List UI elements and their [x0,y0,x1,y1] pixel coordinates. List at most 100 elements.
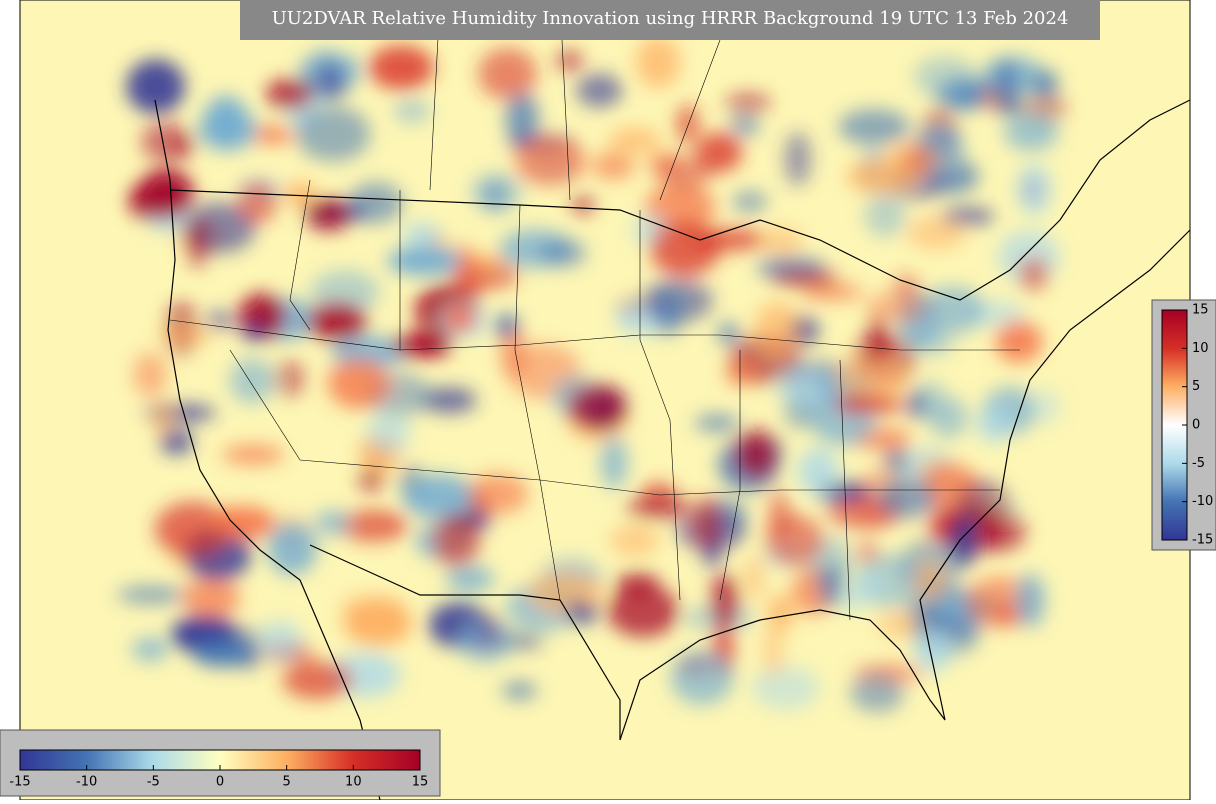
field-blob [154,501,231,558]
field-blob [158,327,212,344]
field-blob [725,92,771,113]
field-blob [920,286,985,335]
field-blob [710,573,739,628]
field-blob [734,429,778,480]
field-blob [229,357,275,404]
field-blob [625,495,693,520]
field-blob [343,602,413,646]
field-blob [452,244,475,281]
tick-label: 0 [216,775,224,790]
field-blob [840,583,866,612]
field-blob [566,601,599,624]
field-blob [159,428,193,455]
field-blob [907,216,966,250]
field-blob [609,525,659,557]
field-blob [126,59,186,114]
field-blob [600,436,628,489]
field-blob [555,50,583,71]
colorbar-ticks: -15 -10 -5 0 5 10 15 [9,765,428,790]
field-blob [368,45,434,90]
field-blob [856,542,879,563]
field-blob [784,131,812,186]
tick-label: 15 [412,775,429,790]
field-blob [1032,388,1060,424]
field-blob [338,509,409,542]
field-blob [203,95,248,149]
field-blob [818,563,843,608]
field-blob [877,477,937,519]
field-blob [768,594,794,632]
tick-label: -5 [1192,456,1205,471]
field-blob [138,169,194,218]
field-blob [307,302,367,342]
field-blob [117,586,186,604]
field-blob [941,207,995,226]
field-blob [274,359,305,398]
field-blob [422,387,477,413]
field-blob [866,316,888,364]
tick-label: -10 [76,775,97,790]
field-blob [501,681,537,700]
tick-label: -15 [1192,533,1213,548]
field-blob [500,327,527,378]
field-blob [402,474,476,519]
tick-label: 5 [283,775,291,790]
field-blob [387,246,462,276]
field-blob [392,332,453,358]
field-blob [152,400,174,437]
field-blob [850,672,905,713]
field-blob [267,522,317,576]
tick-label: 10 [345,775,362,790]
field-blob [751,666,820,710]
coastlines [154,99,1191,801]
field-blob [913,630,953,673]
field-blob [327,358,390,409]
field-blob [505,91,539,145]
field-blob [914,55,977,99]
field-blob [133,352,168,398]
field-blob [732,190,768,213]
field-blob [877,611,922,638]
field-blob [758,227,804,256]
field-blob [445,306,476,331]
field-blob [305,198,351,232]
field-blob [567,383,628,431]
tick-label: -10 [1192,494,1213,509]
field-blob [762,626,784,677]
field-blob [744,555,765,601]
tick-label: 15 [1192,303,1209,318]
field-blob [913,561,945,600]
field-blob [358,469,384,490]
field-blob [729,113,760,138]
field-blob [266,78,313,110]
field-blob [191,639,256,667]
field-blob [186,218,209,269]
field-blob [717,322,740,346]
field-blob [539,239,587,267]
field-blob [592,152,635,180]
field-blob [846,159,918,194]
field-blob [348,182,404,224]
field-blob [515,136,586,186]
title: UU2DVAR Relative Humidity Innovation usi… [272,8,1069,29]
field-blob [608,127,662,154]
field-blob [607,584,679,638]
field-blob [131,637,169,662]
field-blob [992,59,1021,110]
state-borders [169,0,1020,621]
title-box [240,0,1100,40]
field-blob [258,620,302,661]
field-blob [670,650,734,705]
field-blob [209,506,276,540]
field-blob [835,357,910,400]
field-blob [694,414,740,432]
field-blob [1015,573,1046,628]
field-blob [921,463,981,514]
field-blob [864,192,906,238]
field-blob [295,106,371,162]
field-blob [676,103,700,145]
field-blob [478,47,537,100]
field-blob [656,156,713,190]
field-blob [222,444,285,465]
field-blob [899,145,937,174]
